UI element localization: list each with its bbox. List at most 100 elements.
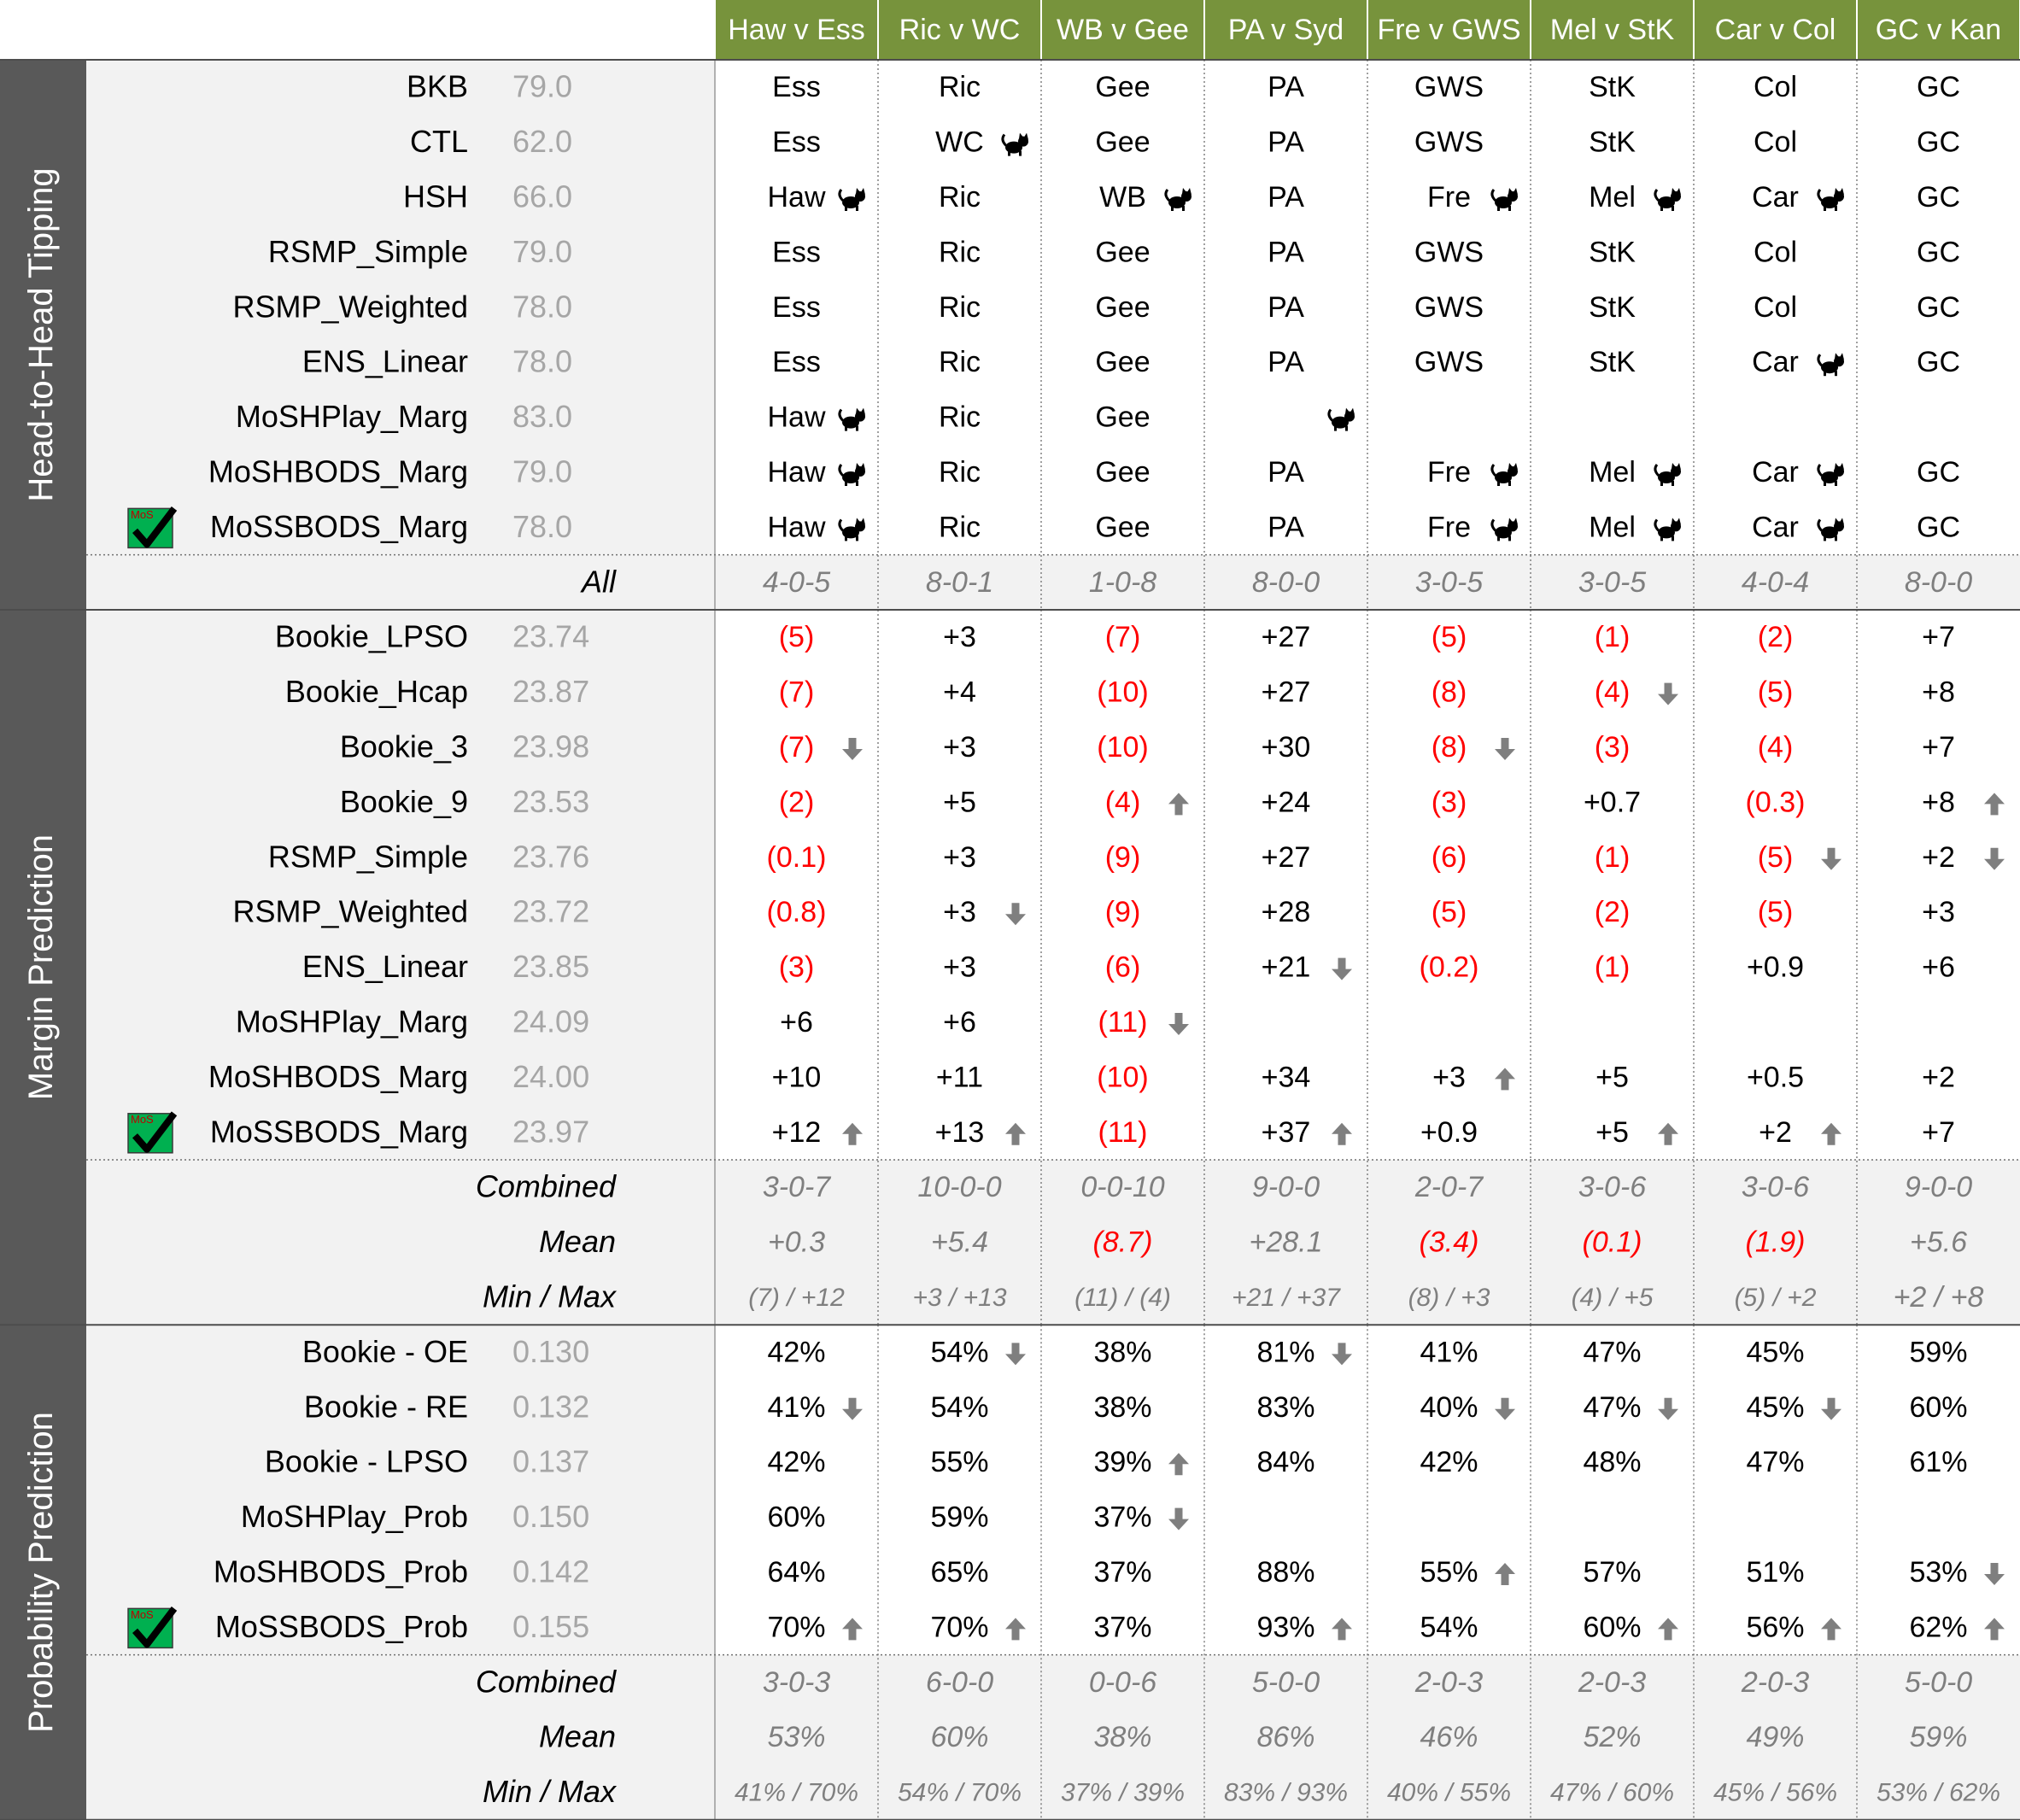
down-arrow-icon: [1332, 1343, 1352, 1366]
cat-tail: [1654, 189, 1660, 202]
cell: +3: [1432, 1061, 1466, 1093]
cell: (1): [1595, 841, 1631, 874]
cat-body: [1168, 196, 1186, 208]
cat-icon: [1001, 132, 1028, 156]
cat-tail: [1817, 354, 1824, 367]
cell: 53%: [1909, 1556, 1967, 1589]
cat-leg: [1672, 535, 1674, 541]
cell: Ess: [772, 126, 821, 159]
cell: +24: [1262, 786, 1311, 818]
cat-tail: [838, 189, 845, 202]
cat-body: [1821, 196, 1838, 208]
cell: Haw: [767, 181, 825, 214]
section-title: Head-to-Head Tipping: [22, 167, 60, 501]
up-arrow-icon: [1332, 1618, 1352, 1641]
cat-icon: [1654, 518, 1681, 541]
cat-leg: [1008, 150, 1010, 156]
cell: +3: [1922, 896, 1955, 928]
up-arrow-icon: [1984, 1618, 2005, 1641]
cat-leg: [1345, 425, 1348, 431]
cell: 84%: [1256, 1446, 1314, 1478]
summary-cell: 53%: [767, 1721, 825, 1753]
down-arrow-icon: [1984, 847, 2005, 870]
down-arrow-icon: [1005, 903, 1026, 926]
summary-cell: +2 / +8: [1894, 1281, 1984, 1314]
cell: 70%: [767, 1611, 825, 1643]
cat-leg: [1497, 481, 1500, 486]
row-name: Bookie - OE: [302, 1334, 468, 1369]
row-name: MoSSBODS_Marg: [210, 509, 468, 544]
cell: (3): [1432, 786, 1467, 818]
row-score: 83.0: [512, 399, 572, 434]
cat-head: [1508, 191, 1518, 202]
cat-icon: [1164, 188, 1192, 211]
cell: (1): [1595, 951, 1631, 984]
cell: (5): [1432, 621, 1467, 653]
cat-leg: [845, 206, 847, 211]
cat-ear: [1677, 463, 1681, 470]
cat-icon: [1490, 188, 1518, 211]
cat-leg: [1508, 206, 1511, 211]
header-cell: [1042, 0, 1203, 59]
up-arrow-icon: [1005, 1618, 1026, 1641]
cell: GWS: [1414, 71, 1484, 103]
cat-icon: [838, 188, 865, 211]
cat-ear: [1350, 407, 1355, 415]
cell: Gee: [1095, 401, 1150, 434]
cell: StK: [1589, 236, 1636, 268]
cell: +5: [1596, 1116, 1629, 1149]
down-arrow-icon: [842, 1397, 863, 1420]
summary-label: Mean: [539, 1224, 616, 1259]
cat-leg: [1334, 425, 1337, 431]
cell: +5: [1596, 1061, 1629, 1093]
summary-cell: 49%: [1746, 1721, 1804, 1753]
check-mark: [132, 1111, 178, 1153]
cat-leg: [856, 206, 858, 211]
summary-cell: 86%: [1256, 1721, 1314, 1753]
cell: GWS: [1414, 291, 1484, 324]
cell: (3): [1595, 731, 1631, 764]
cat-ear: [856, 463, 860, 469]
cat-ear: [1182, 188, 1186, 194]
section-title: Margin Prediction: [22, 834, 60, 1100]
cell: +34: [1262, 1061, 1311, 1093]
row-name: ENS_Linear: [302, 344, 468, 379]
summary-label: All: [580, 564, 617, 599]
row-name: CTL: [410, 124, 468, 159]
cat-tail: [1490, 518, 1497, 532]
cell: 55%: [1420, 1556, 1478, 1589]
summary-cell: 10-0-0: [917, 1171, 1001, 1203]
summary-cell: 47% / 60%: [1550, 1779, 1674, 1807]
up-arrow-icon: [1984, 793, 2005, 816]
cat-ear: [1840, 463, 1844, 470]
cell: GWS: [1414, 126, 1484, 159]
cell: (0.8): [767, 896, 827, 928]
cat-ear: [1672, 463, 1676, 469]
up-arrow-icon: [842, 1618, 863, 1641]
cell: +2: [1759, 1116, 1792, 1149]
cell: 41%: [767, 1391, 825, 1424]
summary-cell: 2-0-3: [1741, 1666, 1809, 1699]
cell: 64%: [767, 1556, 825, 1589]
row-name: MoSSBODS_Prob: [215, 1609, 468, 1644]
cell: 88%: [1256, 1556, 1314, 1589]
cat-head: [1671, 191, 1681, 202]
cat-icon: [838, 463, 865, 486]
cell: Car: [1752, 346, 1799, 378]
cell: PA: [1268, 456, 1304, 489]
summary-label: Combined: [476, 1169, 617, 1204]
cat-body: [1658, 471, 1675, 483]
cat-body: [1332, 416, 1349, 429]
cat-tail: [1001, 133, 1008, 147]
cell: +11: [936, 1061, 983, 1093]
cell: Ess: [772, 346, 821, 378]
cell: +4: [943, 676, 976, 709]
cell: (8): [1432, 676, 1467, 709]
cell: 62%: [1909, 1611, 1967, 1643]
cat-ear: [1677, 188, 1681, 195]
cell: Ric: [939, 401, 981, 434]
row-score: 24.00: [512, 1059, 589, 1094]
cell: +0.9: [1420, 1116, 1478, 1149]
summary-cell: 52%: [1583, 1721, 1641, 1753]
cell: 38%: [1093, 1391, 1151, 1424]
